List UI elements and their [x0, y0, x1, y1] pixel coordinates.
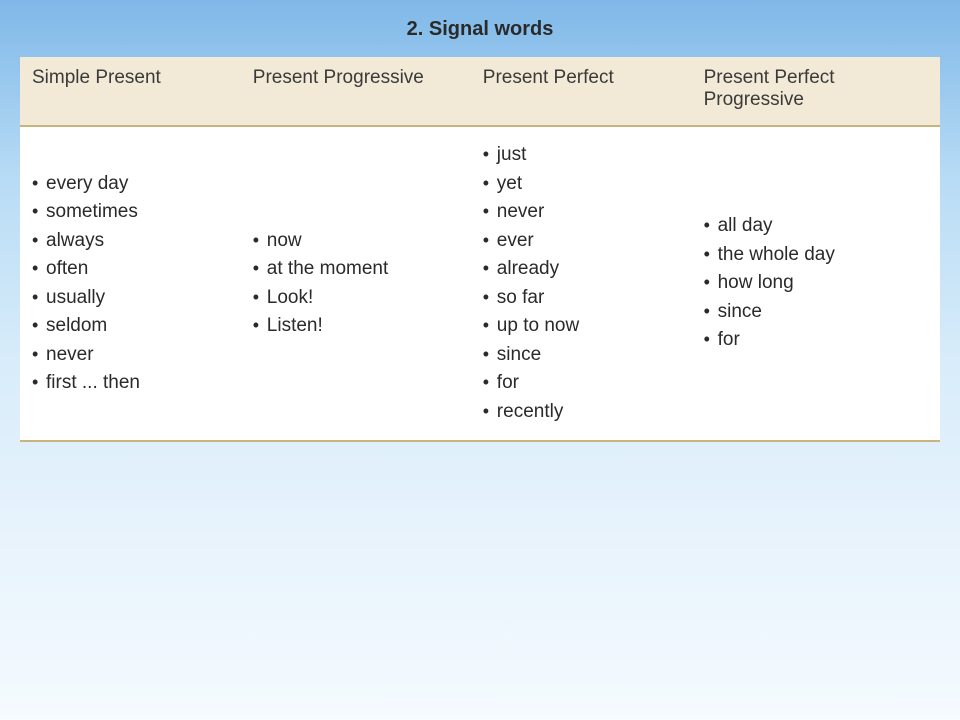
list-item: now [251, 227, 461, 256]
signal-words-table: Simple Present Present Progressive Prese… [20, 57, 940, 442]
list-item: already [481, 255, 682, 284]
list-item: up to now [481, 312, 682, 341]
list-item: for [702, 326, 930, 355]
list-item: ever [481, 227, 682, 256]
list-item: always [30, 227, 231, 256]
col-header-present-perfect-progressive: Present Perfect Progressive [692, 57, 940, 126]
list-item: first ... then [30, 369, 231, 398]
table-row: every daysometimesalwaysoftenusuallyseld… [20, 126, 940, 441]
cell-present-perfect-progressive: all daythe whole dayhow longsincefor [692, 126, 940, 441]
table-header-row: Simple Present Present Progressive Prese… [20, 57, 940, 126]
list-item: yet [481, 170, 682, 199]
list-item: seldom [30, 312, 231, 341]
cell-present-perfect: justyetnevereveralreadyso farup to nowsi… [471, 126, 692, 441]
list-item: so far [481, 284, 682, 313]
cell-simple-present: every daysometimesalwaysoftenusuallyseld… [20, 126, 241, 441]
list-item: usually [30, 284, 231, 313]
list-item: since [702, 298, 930, 327]
list-item: sometimes [30, 198, 231, 227]
col-header-present-progressive: Present Progressive [241, 57, 471, 126]
list-item: for [481, 369, 682, 398]
list-item: at the moment [251, 255, 461, 284]
list-item: Look! [251, 284, 461, 313]
list-item: Listen! [251, 312, 461, 341]
list-item: never [30, 341, 231, 370]
list-item: all day [702, 212, 930, 241]
list-item: never [481, 198, 682, 227]
col-header-simple-present: Simple Present [20, 57, 241, 126]
list-item: recently [481, 398, 682, 427]
list-item: how long [702, 269, 930, 298]
list-item: the whole day [702, 241, 930, 270]
list-item: often [30, 255, 231, 284]
list-item: since [481, 341, 682, 370]
col-header-present-perfect: Present Perfect [471, 57, 692, 126]
list-item: every day [30, 170, 231, 199]
page-title: 2. Signal words [20, 18, 940, 41]
list-item: just [481, 141, 682, 170]
cell-present-progressive: nowat the momentLook!Listen! [241, 126, 471, 441]
